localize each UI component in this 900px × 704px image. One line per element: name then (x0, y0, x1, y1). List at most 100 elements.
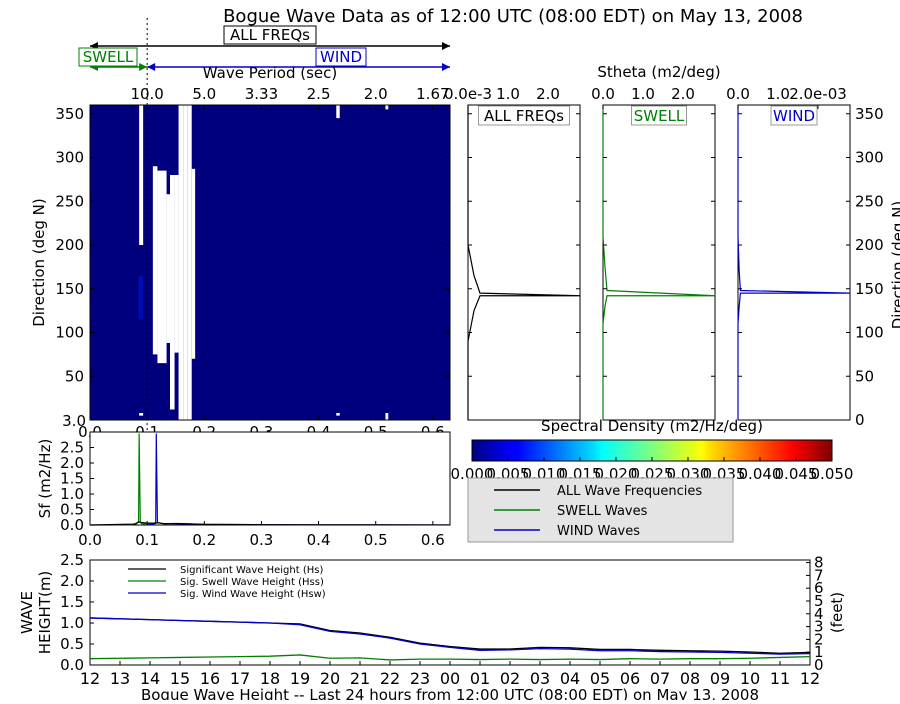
sf-x-tick-label-0-5: 0.5 (364, 531, 388, 549)
swell-band-arrow-right-head (139, 63, 148, 71)
history-x-tick-label-22: 22 (380, 669, 400, 688)
sf-y-tick-label-0-0: 0.0 (60, 516, 84, 534)
legend-entry-1: SWELL Waves (557, 504, 648, 519)
stheta-x-tick-label-2-0: 2.0 (671, 85, 695, 103)
figure-title: Bogue Wave Data as of 12:00 UTC (08:00 E… (223, 6, 803, 27)
stheta-x-tick-label-2-0e-03: 2.0e-03 (789, 85, 847, 103)
history-right-tick-label-8: 8 (814, 554, 824, 572)
history-y-tick-label-0-0: 0.0 (60, 656, 84, 674)
sf-x-tick-label-0-4: 0.4 (307, 531, 331, 549)
top-tick-label-5-0: 5.0 (192, 85, 216, 103)
history-right-tick-label-4: 4 (814, 605, 824, 623)
heatmap-frame (89, 104, 451, 421)
wind-band-arrow-left-head (147, 63, 156, 71)
stheta-frame-swell (602, 104, 716, 421)
history-right-tick-label-1: 1 (814, 643, 824, 661)
y-axis-label: Direction (deg N) (30, 198, 48, 327)
stheta-label-box-all (478, 105, 570, 126)
band-label-swell: SWELL (83, 48, 134, 66)
y-tick-label-50: 50 (65, 367, 84, 385)
history-x-tick-label-19: 19 (290, 669, 310, 688)
sf-x-tick-label-0-1: 0.1 (135, 531, 159, 549)
history-x-tick-label-14: 14 (140, 669, 160, 688)
stheta-line-all (467, 105, 581, 420)
history-x-tick-label-08: 08 (680, 669, 700, 688)
history-series-swell (89, 654, 811, 661)
stheta-right-tick-label-0: 0 (855, 411, 865, 429)
heatmap-swell-peak (138, 275, 144, 320)
history-x-tick-label-12: 12 (800, 669, 820, 688)
band-label-wind-box (315, 47, 367, 67)
history-x-tick-label-04: 04 (560, 669, 580, 688)
stheta-x-tick-label-1-0: 1.0 (631, 85, 655, 103)
masked-cell (385, 413, 389, 420)
history-x-tick-label-23: 23 (410, 669, 430, 688)
sf-y-tick-label-2-0: 2.0 (60, 454, 84, 472)
top-tick-label-2-5: 2.5 (307, 85, 331, 103)
y-tick-label-250: 250 (55, 192, 84, 210)
history-x-tick-label-07: 07 (650, 669, 670, 688)
stheta-label-box-wind (770, 105, 818, 126)
band-label-wind: WIND (320, 48, 362, 66)
stheta-right-tick-label-200: 200 (855, 236, 884, 254)
band-label-all: ALL FREQs (230, 26, 310, 44)
history-right-tick-label-2: 2 (814, 630, 824, 648)
history-y-tick-label-1-0: 1.0 (60, 614, 84, 632)
sf-x-tick-label-0-6: 0.6 (421, 531, 445, 549)
band-label-swell-box (78, 47, 138, 67)
wind-band-arrow-right-head (442, 63, 450, 71)
history-y-tick-label-1-5: 1.5 (60, 593, 84, 611)
sf-y-tick-label-1-5: 1.5 (60, 470, 84, 488)
masked-cell (187, 105, 192, 420)
history-x-tick-label-17: 17 (230, 669, 250, 688)
heatmap-field (90, 105, 450, 420)
frequency-spectrum-chart: 0.00.51.01.52.02.50.0 0.1 0.2 0.3 0.4 0.5 0.6S… (36, 431, 451, 549)
stheta-frame-all (467, 104, 581, 421)
history-x-tick-label-11: 11 (770, 669, 790, 688)
stheta-x-tick-label-0-0: 0.0 (591, 85, 615, 103)
top-tick-label-10-0: 10.0 (130, 85, 163, 103)
history-y-axis-label-line1: WAVE (18, 591, 36, 634)
sf-x-tick-label-0-2: 0.2 (192, 531, 216, 549)
stheta-right-axis-label: Direction (deg N) (889, 201, 900, 330)
history-series-wind (89, 617, 811, 655)
history-legend-entry-0: Significant Wave Height (Hs) (180, 565, 323, 576)
top-axis-label: Wave Period (sec) (203, 64, 337, 82)
stheta-line-swell (602, 105, 716, 420)
history-x-tick-label-13: 13 (110, 669, 130, 688)
history-x-tick-label-05: 05 (590, 669, 610, 688)
history-right-tick-label-3: 3 (814, 618, 824, 636)
masked-cell (157, 170, 167, 364)
stheta-x-tick-label-0-0e-3: 0.0e-3 (444, 85, 492, 103)
history-x-tick-label-21: 21 (350, 669, 370, 688)
band-label-all-box (223, 25, 317, 45)
history-x-tick-label-02: 02 (500, 669, 520, 688)
history-x-tick-label-10: 10 (740, 669, 760, 688)
history-y-axis-label-line2: HEIGHT(m) (36, 571, 54, 655)
spectrum-legend: ALL Wave Frequencies SWELL Waves WIND Wave… (467, 477, 734, 543)
top-tick-label-1-67: 1.67 (416, 85, 449, 103)
history-y-tick-label-2-5: 2.5 (60, 551, 84, 569)
top-tick-label-2-0: 2.0 (364, 85, 388, 103)
stheta-right-tick-label-350: 350 (855, 105, 884, 123)
stheta-x-tick-label-2-0: 2.0 (536, 85, 560, 103)
history-right-tick-label-0: 0 (814, 656, 824, 674)
band-indicator: ALL FREQs SWELL WIND (78, 25, 450, 71)
masked-cell (178, 105, 184, 420)
stheta-label-box-swell (631, 105, 687, 126)
sf-series-all (89, 521, 451, 526)
history-right-tick-label-6: 6 (814, 579, 824, 597)
sf-x-tick-label-0-3: 0.3 (249, 531, 273, 549)
spectral-density-colorbar: Spectral Density (m2/Hz/deg)0.0000.0050.… (451, 417, 854, 483)
history-x-tick-label-00: 00 (440, 669, 460, 688)
history-x-tick-label-03: 03 (530, 669, 550, 688)
masked-cell (170, 175, 175, 410)
stheta-label-swell: SWELL (634, 107, 685, 125)
masked-cell (183, 105, 188, 420)
history-x-tick-label-01: 01 (470, 669, 490, 688)
legend-entry-2: WIND Waves (557, 524, 640, 539)
stheta-line-wind (737, 105, 851, 420)
